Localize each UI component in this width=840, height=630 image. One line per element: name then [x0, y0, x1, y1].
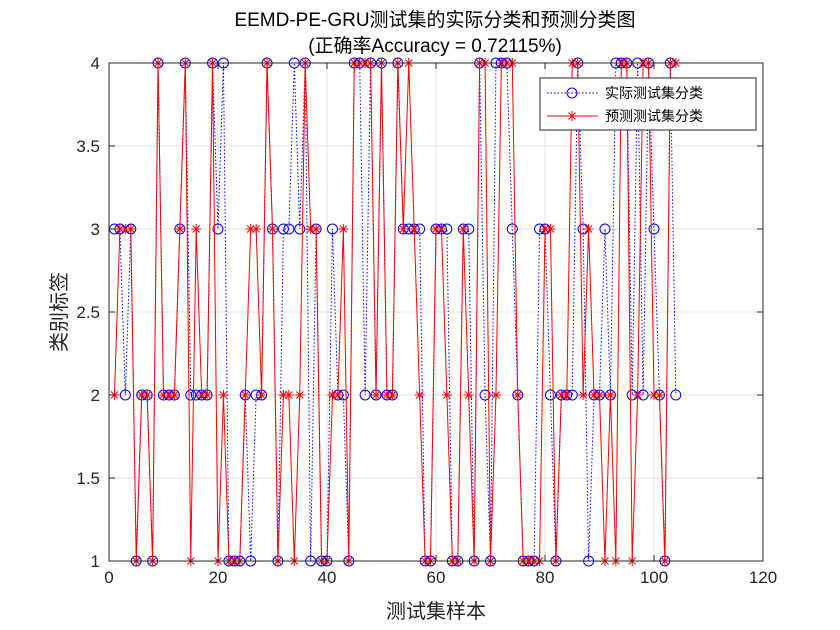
predicted-point: [174, 224, 185, 234]
predicted-point: [632, 390, 643, 400]
series-predicted-line: [113, 62, 676, 562]
legend-box: [539, 77, 757, 131]
actual-point: [506, 223, 518, 235]
x-tick-label: 0: [104, 568, 113, 587]
y-tick-label: 4: [91, 54, 100, 73]
predicted-point: [278, 390, 289, 400]
predicted-point: [436, 224, 447, 234]
legend-actual-label: 实际测试集分类: [605, 85, 703, 102]
predicted-point: [490, 390, 501, 400]
predicted-point: [545, 224, 556, 234]
predicted-point: [387, 390, 398, 400]
actual-point: [326, 223, 338, 235]
predicted-point: [267, 224, 278, 234]
actual-point: [277, 223, 289, 235]
predicted-point: [142, 390, 153, 400]
actual-point: [283, 223, 295, 235]
predicted-point: [256, 390, 267, 400]
predicted-point: [398, 224, 409, 234]
y-axis-label: 类别标签: [47, 272, 71, 352]
predicted-point: [202, 390, 213, 400]
actual-point: [359, 389, 371, 401]
axis-ticks: 0 20 40 60 80 100 120 1 1.5 2 2.5 3 3.5 4: [76, 54, 777, 587]
predicted-point: [371, 390, 382, 400]
y-tick-label: 2: [91, 386, 100, 405]
predicted-point: [578, 390, 589, 400]
x-tick-label: 80: [536, 568, 555, 587]
actual-point: [185, 389, 197, 401]
x-tick-label: 120: [749, 568, 777, 587]
predicted-point: [605, 390, 616, 400]
predicted-point: [169, 390, 180, 400]
legend-predicted-marker: [567, 111, 577, 121]
actual-point: [648, 223, 660, 235]
predicted-point: [414, 390, 425, 400]
predicted-point: [338, 224, 349, 234]
actual-point: [599, 223, 611, 235]
predicted-point: [240, 390, 251, 400]
legend-actual-marker: [566, 87, 578, 99]
predicted-point: [294, 390, 305, 400]
predicted-point: [332, 390, 343, 400]
predicted-point: [196, 390, 207, 400]
predicted-point: [218, 390, 229, 400]
actual-point: [212, 223, 224, 235]
x-axis-label: 测试集样本: [386, 599, 486, 623]
predicted-point: [283, 390, 294, 400]
predicted-point: [409, 224, 420, 234]
predicted-point: [251, 224, 262, 234]
x-tick-label: 60: [427, 568, 446, 587]
chart-subtitle: (正确率Accuracy = 0.72115%): [308, 35, 562, 57]
y-tick-label: 1: [91, 552, 100, 571]
actual-point: [544, 389, 556, 401]
actual-point: [479, 389, 491, 401]
y-tick-label: 3: [91, 220, 100, 239]
plot-area: 0 20 40 60 80 100 120 1 1.5 2 2.5 3 3.5 4: [76, 54, 777, 587]
y-tick-label: 1.5: [76, 469, 100, 488]
y-tick-label: 3.5: [76, 137, 100, 156]
x-tick-label: 40: [318, 568, 337, 587]
predicted-point: [114, 224, 125, 234]
predicted-point: [191, 224, 202, 234]
legend-predicted-asterisk: [567, 111, 577, 121]
predicted-point: [125, 224, 136, 234]
actual-point: [294, 223, 306, 235]
predicted-point: [594, 390, 605, 400]
chart-title: EEMD-PE-GRU测试集的实际分类和预测分类图: [234, 9, 635, 31]
predicted-point: [158, 390, 169, 400]
predicted-point: [540, 224, 550, 234]
predicted-point: [561, 390, 572, 400]
actual-point: [670, 389, 682, 401]
actual-point: [119, 389, 131, 401]
x-tick-label: 20: [209, 568, 228, 587]
predicted-point: [463, 390, 474, 400]
y-tick-label: 2.5: [76, 303, 100, 322]
x-tick-label: 100: [640, 568, 668, 587]
legend-predicted-label: 预测测试集分类: [605, 108, 703, 125]
predicted-point: [512, 390, 523, 400]
predicted-point: [441, 390, 452, 400]
predicted-point: [654, 390, 665, 400]
predicted-point: [583, 224, 594, 234]
legend: 实际测试集分类 预测测试集分类: [539, 77, 757, 131]
predicted-point: [458, 224, 469, 234]
predicted-point: [311, 224, 322, 234]
